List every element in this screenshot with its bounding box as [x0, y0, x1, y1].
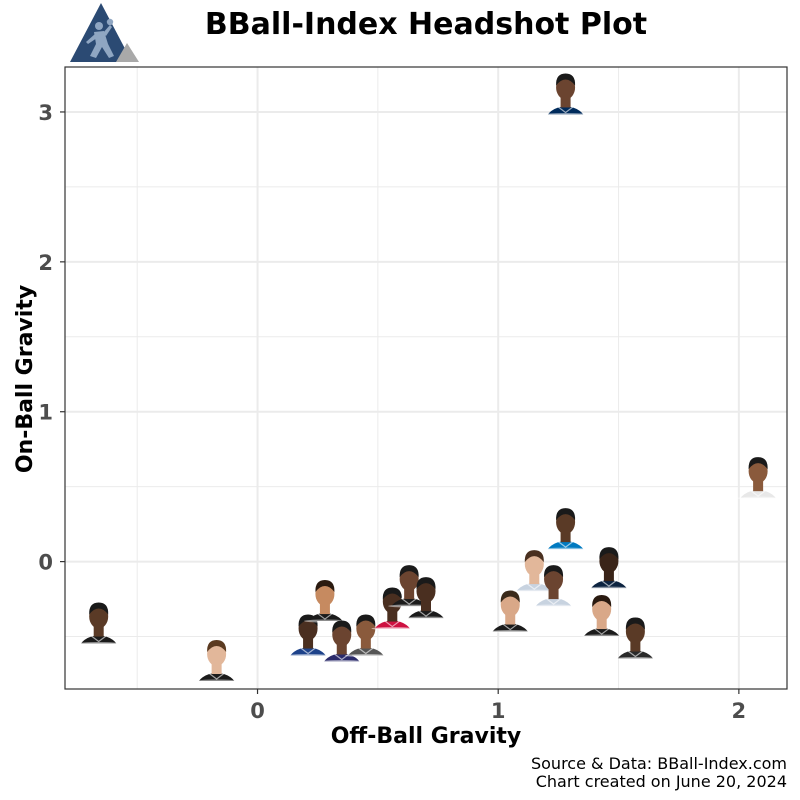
player-jersey: [81, 635, 117, 644]
player-jersey: [374, 620, 410, 629]
basketball-player-icon: [86, 18, 114, 58]
player-head: [89, 604, 109, 629]
player-head: [207, 642, 227, 667]
x-tick-label: 2: [732, 699, 747, 723]
source-caption: Source & Data: BBall-Index.com: [531, 754, 787, 773]
player-head: [748, 459, 768, 484]
player-jersey: [535, 598, 572, 607]
y-axis-title: On-Ball Gravity: [13, 285, 38, 473]
x-tick-label: 1: [491, 699, 506, 723]
x-axis-title: Off-Ball Gravity: [331, 724, 522, 749]
player-head: [556, 510, 576, 535]
y-tick-label: 2: [38, 251, 53, 275]
player-jersey: [547, 106, 584, 115]
player-headshot-point: [371, 587, 414, 631]
player-headshot-point: [544, 508, 587, 551]
player-jersey: [591, 580, 627, 589]
y-axis-ticks: 0 1 2 3: [38, 101, 65, 575]
player-jersey: [547, 541, 584, 550]
player-headshot-point: [544, 73, 587, 116]
player-headshot-point: [737, 457, 780, 500]
player-jersey: [584, 628, 620, 637]
player-headshot-point: [287, 614, 330, 658]
player-jersey: [492, 623, 528, 632]
player-head: [500, 592, 520, 617]
player-head: [592, 597, 612, 622]
major-gridlines: [65, 67, 787, 689]
player-headshot-point: [587, 547, 630, 590]
player-headshot-point: [388, 565, 431, 608]
player-jersey: [198, 673, 235, 682]
minor-gridlines: [65, 67, 787, 689]
player-jersey: [391, 598, 427, 607]
player-jersey: [617, 650, 654, 659]
player-head: [332, 622, 352, 647]
player-headshot-point: [405, 577, 447, 620]
player-head: [399, 567, 419, 592]
player-head: [416, 579, 436, 604]
x-tick-label: 0: [250, 699, 265, 723]
player-head: [298, 616, 318, 641]
player-headshot-point: [580, 595, 623, 638]
player-head: [625, 619, 645, 644]
panel-border: [64, 66, 788, 690]
player-jersey: [516, 583, 552, 592]
player-headshot-point: [489, 590, 532, 634]
player-headshot-point: [77, 602, 120, 646]
player-jersey: [324, 653, 360, 662]
player-jersey: [290, 647, 326, 656]
player-headshot-point: [532, 565, 575, 608]
player-headshot-point: [303, 580, 346, 623]
logo: [70, 3, 139, 62]
player-jersey: [740, 490, 776, 499]
player-head: [544, 567, 564, 592]
player-head: [356, 616, 376, 641]
player-headshot-point: [195, 640, 238, 683]
data-points: [77, 73, 780, 683]
player-jersey: [307, 613, 343, 622]
chart-title: BBall-Index Headshot Plot: [205, 7, 647, 42]
y-tick-label: 3: [38, 101, 53, 125]
plot-panel: [64, 66, 788, 690]
player-jersey: [348, 647, 384, 656]
y-tick-label: 1: [38, 401, 53, 425]
logo-small-triangle-icon: [116, 43, 139, 62]
y-tick-label: 0: [38, 551, 53, 575]
player-head: [524, 552, 544, 577]
player-headshot-point: [513, 550, 556, 593]
date-caption: Chart created on June 20, 2024: [536, 772, 787, 791]
player-head: [382, 589, 402, 614]
x-axis-ticks: 0 1 2: [250, 689, 746, 723]
player-headshot-point: [614, 617, 657, 661]
player-jersey: [408, 610, 444, 619]
player-head: [556, 75, 576, 100]
player-head: [599, 549, 619, 574]
player-headshot-point: [344, 614, 387, 658]
player-head: [315, 582, 335, 607]
